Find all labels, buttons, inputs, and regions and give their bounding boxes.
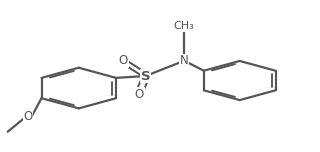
Text: O: O xyxy=(23,110,32,123)
Text: O: O xyxy=(119,54,128,67)
Text: CH₃: CH₃ xyxy=(173,21,194,31)
Text: N: N xyxy=(180,54,188,67)
Text: O: O xyxy=(135,88,144,101)
Text: S: S xyxy=(141,69,150,83)
